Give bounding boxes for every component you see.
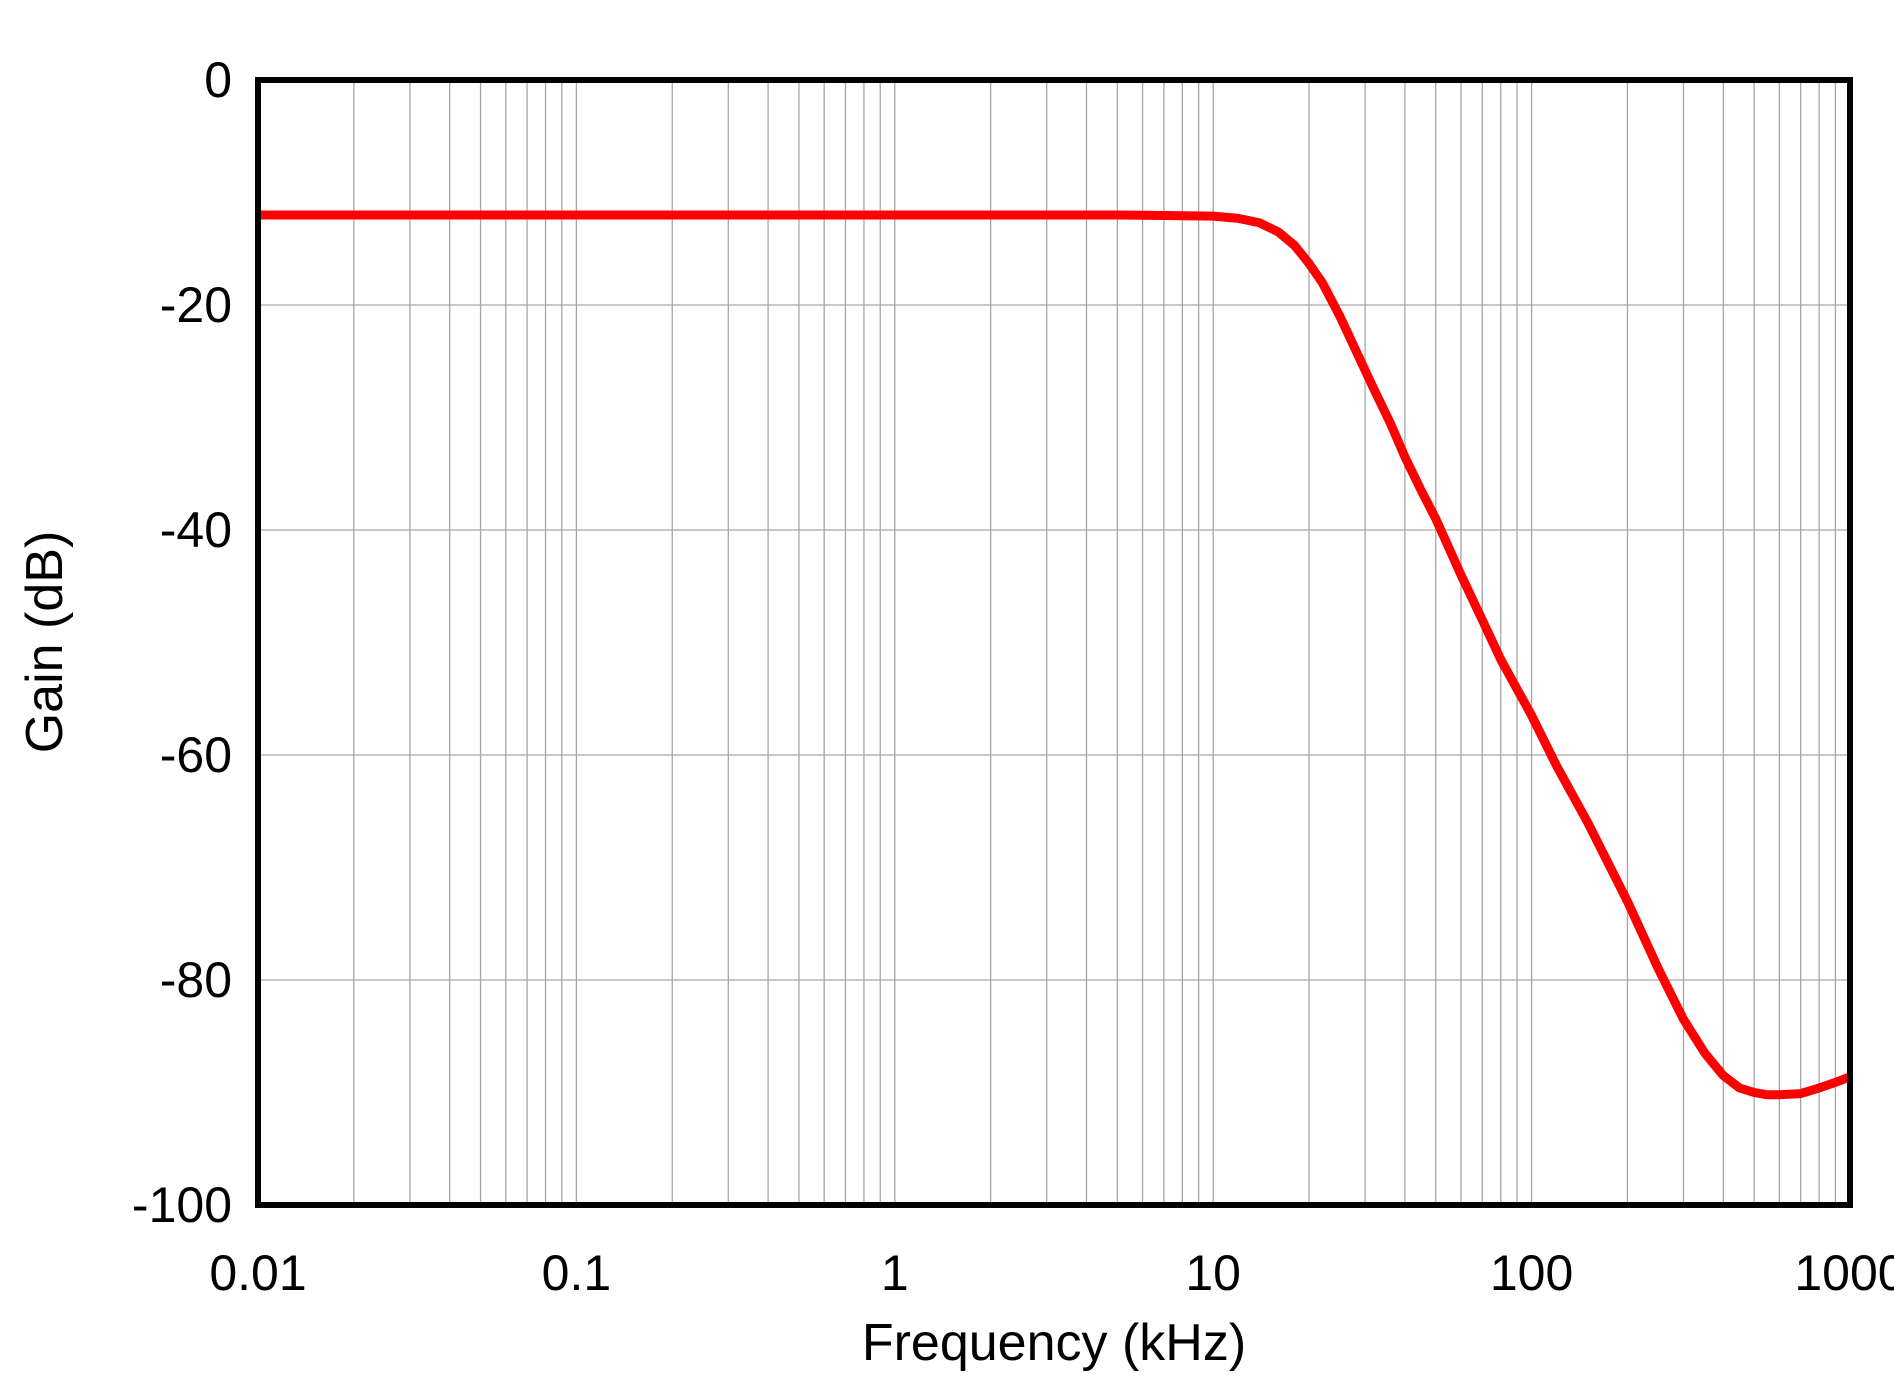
x-tick-label: 0.1: [542, 1245, 612, 1301]
y-tick-label: -60: [160, 727, 232, 783]
plot-background: [258, 80, 1850, 1205]
x-tick-label: 1: [881, 1245, 909, 1301]
x-tick-label: 0.01: [209, 1245, 306, 1301]
y-tick-label: 0: [204, 52, 232, 108]
y-tick-label: -80: [160, 952, 232, 1008]
x-axis-label: Frequency (kHz): [862, 1314, 1246, 1372]
series-layer: [258, 210, 1852, 1100]
y-tick-label: -20: [160, 277, 232, 333]
tick-labels: 0.01 0.1 1 10 100 1000 0 -20 -40 -60 -80 -100: [132, 52, 1894, 1301]
x-tick-label: 1000: [1794, 1245, 1894, 1301]
x-tick-label: 100: [1490, 1245, 1573, 1301]
plot-frame: [255, 77, 1853, 1208]
y-axis-label: Gain (dB): [16, 531, 74, 754]
y-tick-label: -40: [160, 502, 232, 558]
gain-series-line: [258, 210, 1852, 1100]
x-tick-label: 10: [1185, 1245, 1241, 1301]
y-tick-label: -100: [132, 1177, 232, 1233]
